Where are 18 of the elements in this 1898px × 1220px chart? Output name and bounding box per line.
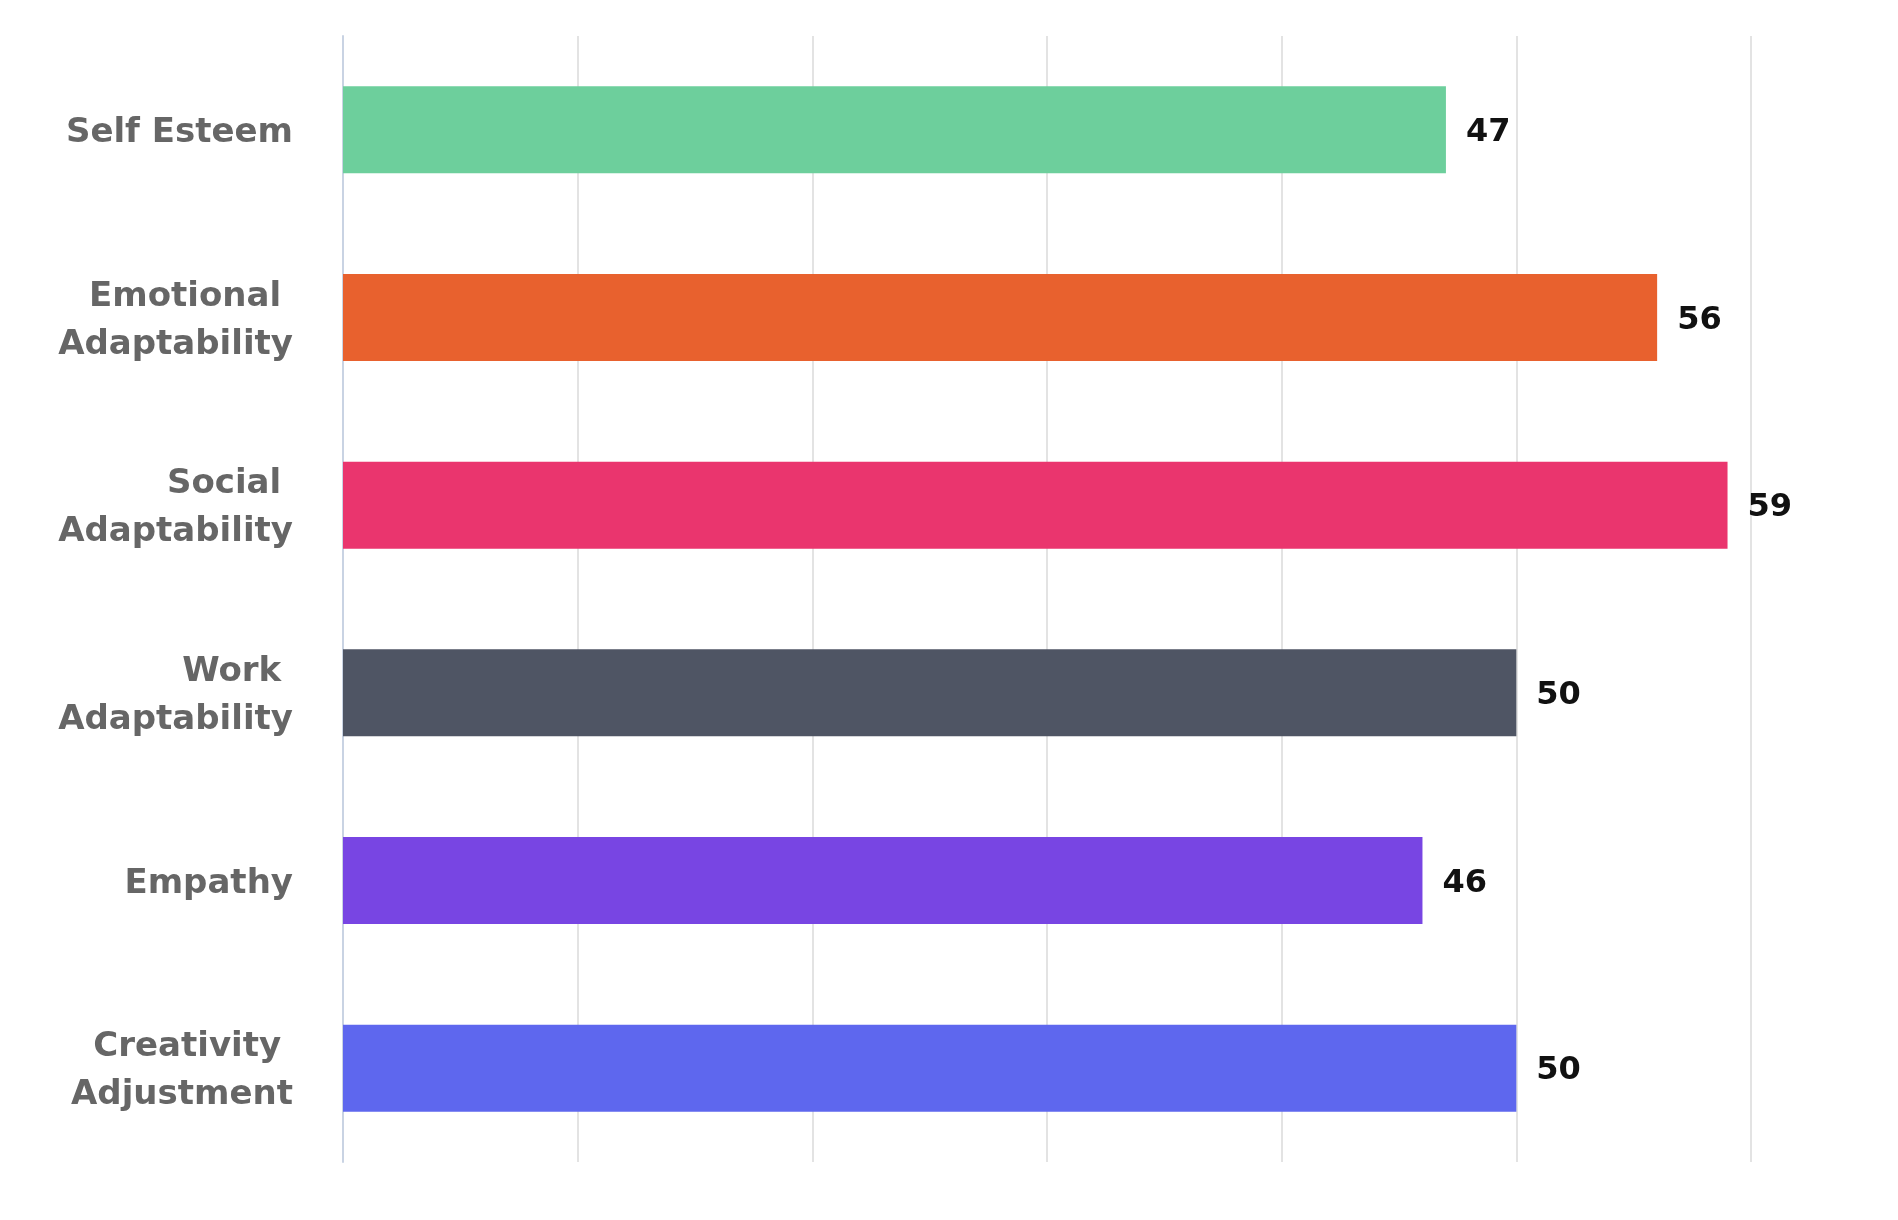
y-tick-label: Self Esteem [65, 109, 293, 150]
data-label: 46 [1442, 861, 1487, 900]
data-label: 59 [1747, 486, 1793, 525]
data-label: 50 [1536, 673, 1581, 712]
bar [343, 86, 1446, 174]
data-label: 56 [1677, 298, 1722, 337]
bar [343, 1024, 1517, 1112]
data-label: 47 [1465, 110, 1511, 149]
y-tick-label: Creativity Adjustment [71, 1024, 293, 1113]
y-tick-label: Work Adaptability [58, 648, 293, 737]
bar [343, 274, 1658, 361]
bar [343, 461, 1728, 549]
bar [343, 649, 1517, 737]
y-tick-label: Empathy [124, 860, 293, 901]
y-tick-label: Social Adaptability [58, 461, 293, 550]
data-label: 50 [1536, 1049, 1581, 1088]
y-tick-label: Emotional Adaptability [58, 273, 293, 362]
bar [343, 837, 1423, 924]
